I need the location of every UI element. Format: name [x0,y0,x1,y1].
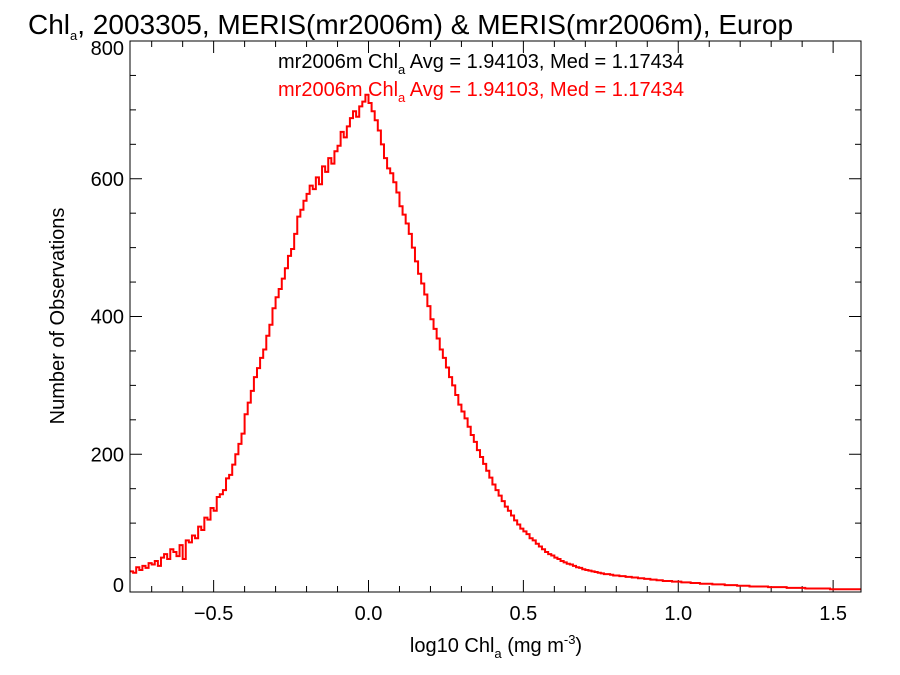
y-tick-label: 400 [91,307,124,329]
legend-entry-1: mr2006m Chla Avg = 1.94103, Med = 1.1743… [278,51,684,77]
axis-ticks [130,40,861,593]
x-tick-label: −0.5 [194,603,233,625]
y-axis-label: Number of Observations [47,208,69,425]
x-axis-label: log10 Chla (mg m-3) [410,632,582,661]
x-tick-label: 1.5 [819,603,847,625]
x-tick-label: 1.0 [664,603,692,625]
y-tick-label: 200 [91,444,124,466]
x-tick-label: 0.0 [355,603,383,625]
plot-frame [129,40,862,593]
legend-entry-2: mr2006m Chla Avg = 1.94103, Med = 1.1743… [278,79,684,105]
tick-labels: −0.5 0.0 0.5 1.0 1.5 0 200 400 600 800 [91,38,847,625]
chart-title: Chla, 2003305, MERIS(mr2006m) & MERIS(mr… [28,9,793,43]
histogram-series [130,93,861,591]
x-tick-label: 0.5 [509,603,537,625]
y-tick-label: 600 [91,169,124,191]
y-tick-label: 0 [113,575,124,597]
y-tick-label: 800 [91,38,124,60]
